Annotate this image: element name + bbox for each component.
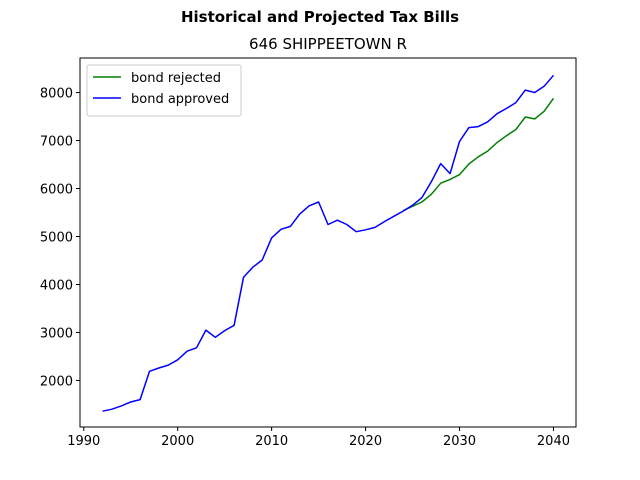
legend-label: bond rejected: [131, 71, 221, 86]
x-tick-label: 2020: [349, 434, 382, 449]
x-tick-label: 1990: [67, 434, 100, 449]
legend: bond rejected bond approved: [86, 64, 242, 117]
legend-label: bond approved: [131, 92, 229, 107]
y-tick-label: 5000: [40, 231, 73, 246]
legend-box: [86, 64, 242, 117]
y-tick-label: 6000: [40, 183, 73, 198]
x-tick-label: 2010: [255, 434, 288, 449]
figure-suptitle: Historical and Projected Tax Bills: [180, 8, 460, 26]
series-group: [102, 74, 555, 412]
y-tick-label: 8000: [40, 87, 73, 102]
axis-ticks: 1990 2000 2010 2020 2030 2040 2000 3000 4000 5000…: [40, 87, 570, 449]
y-tick-label: 4000: [40, 278, 73, 293]
axes-title: 646 SHIPPEETOWN R: [249, 35, 407, 53]
series-line-bond-rejected: [402, 97, 555, 212]
y-tick-label: 3000: [40, 326, 73, 341]
x-tick-label: 2000: [161, 434, 194, 449]
axes-frame: [79, 57, 577, 428]
y-tick-label: 7000: [40, 135, 73, 150]
x-tick-label: 2040: [537, 434, 570, 449]
series-line-bond-approved: [102, 74, 555, 412]
y-tick-label: 2000: [40, 374, 73, 389]
x-tick-label: 2030: [443, 434, 476, 449]
